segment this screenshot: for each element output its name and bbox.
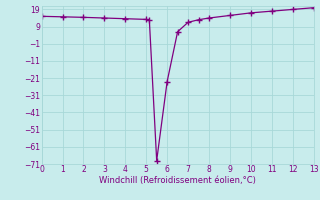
X-axis label: Windchill (Refroidissement éolien,°C): Windchill (Refroidissement éolien,°C) bbox=[99, 176, 256, 185]
